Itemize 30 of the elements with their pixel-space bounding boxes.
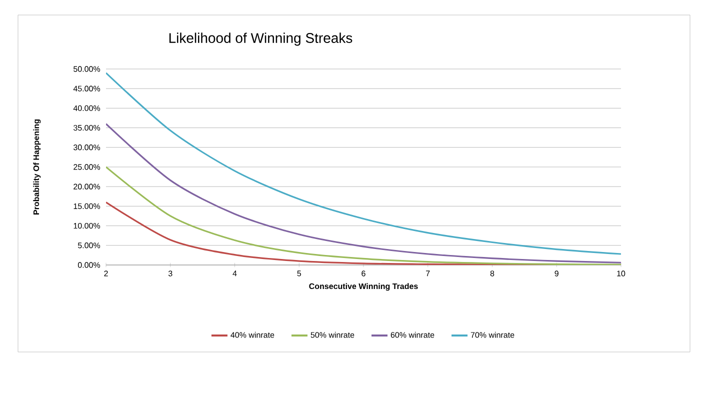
legend-label: 50% winrate [310,332,354,338]
line-series [106,166,621,265]
y-axis-title: Probability Of Happening [33,120,41,214]
x-tick-label: 10 [617,270,626,276]
x-tick-label: 3 [168,270,172,276]
legend-label: 70% winrate [470,332,514,338]
x-tick-label: 9 [554,270,558,276]
x-tick-label: 5 [297,270,302,276]
y-tick-label: 15.00% [74,203,100,210]
x-tick-label: 2 [104,270,108,276]
x-tick-label: 7 [426,270,430,276]
x-tick-label: 4 [232,270,237,276]
chart-title: Likelihood of Winning Streaks [169,32,352,46]
y-tick-label: 45.00% [73,86,100,92]
y-tick-label: 10.00% [74,222,100,229]
y-tick-label: 40.00% [73,105,100,112]
line-series [106,72,621,255]
x-axis-title: Consecutive Winning Trades [309,283,418,291]
legend-label: 40% winrate [230,332,274,338]
y-tick-label: 30.00% [74,144,100,150]
y-tick-label: 50.00% [74,66,100,72]
y-tick-label: 5.00% [78,242,100,248]
y-tick-label: 25.00% [74,164,100,170]
y-tick-label: 35.00% [74,124,100,131]
x-tick-label: 6 [362,270,366,276]
legend-label: 60% winrate [390,332,434,338]
y-tick-label: 20.00% [74,184,100,190]
x-tick-label: 8 [490,270,494,276]
line-series [106,123,621,264]
y-tick-label: 0.00% [78,262,100,268]
